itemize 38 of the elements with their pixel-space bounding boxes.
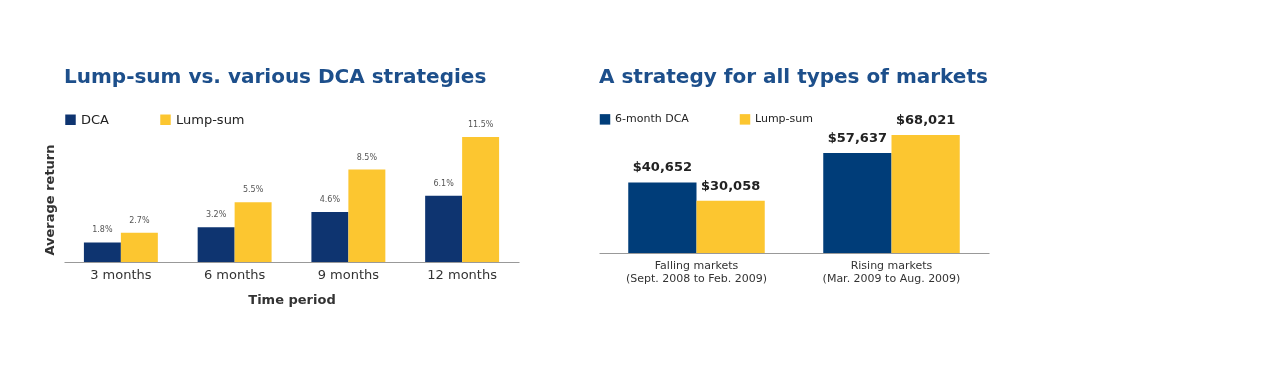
- data-label: $57,637: [827, 130, 887, 146]
- data-label: 8.5%: [356, 152, 378, 162]
- bar: [348, 169, 386, 262]
- data-label: 5.5%: [242, 185, 264, 195]
- data-label: 6.1%: [433, 178, 455, 188]
- data-label: 1.8%: [92, 225, 113, 235]
- bar: [823, 153, 892, 253]
- bar: [891, 135, 960, 253]
- legend-label: Lump-sum: [755, 112, 813, 126]
- x-axis-title: Time period: [248, 291, 336, 307]
- bar: [425, 195, 463, 262]
- x-tick-label: Rising markets (Mar. 2009 to Aug. 2009): [822, 258, 961, 285]
- data-label: 3.2%: [205, 210, 227, 220]
- data-label: $40,652: [632, 159, 692, 175]
- data-label: 2.7%: [129, 215, 150, 225]
- bar: [83, 242, 121, 262]
- bar: [120, 232, 158, 262]
- chart-title: A strategy for all types of markets: [599, 64, 988, 88]
- bar: [234, 202, 272, 262]
- bar: [462, 137, 500, 262]
- x-tick-label: 3 months: [90, 266, 152, 282]
- y-axis-title: Average return: [41, 144, 57, 256]
- bar: [696, 200, 765, 253]
- x-tick-label: 6 months: [203, 266, 266, 282]
- x-tick-label: Falling markets (Sept. 2008 to Feb. 2009): [625, 258, 768, 285]
- bar: [197, 227, 235, 262]
- x-tick-label: 9 months: [317, 266, 380, 282]
- x-tick-label: 12 months: [427, 266, 498, 282]
- legend-label: Lump-sum: [176, 111, 245, 127]
- chart-title: Lump-sum vs. various DCA strategies: [64, 64, 487, 88]
- legend-label: 6-month DCA: [615, 112, 690, 126]
- data-label: $30,058: [701, 177, 761, 193]
- bar: [311, 212, 349, 262]
- data-label: 11.5%: [467, 120, 494, 129]
- bar: [628, 182, 697, 253]
- data-label: 4.6%: [319, 195, 341, 204]
- data-label: $68,021: [896, 112, 956, 127]
- legend-label: DCA: [81, 111, 110, 127]
